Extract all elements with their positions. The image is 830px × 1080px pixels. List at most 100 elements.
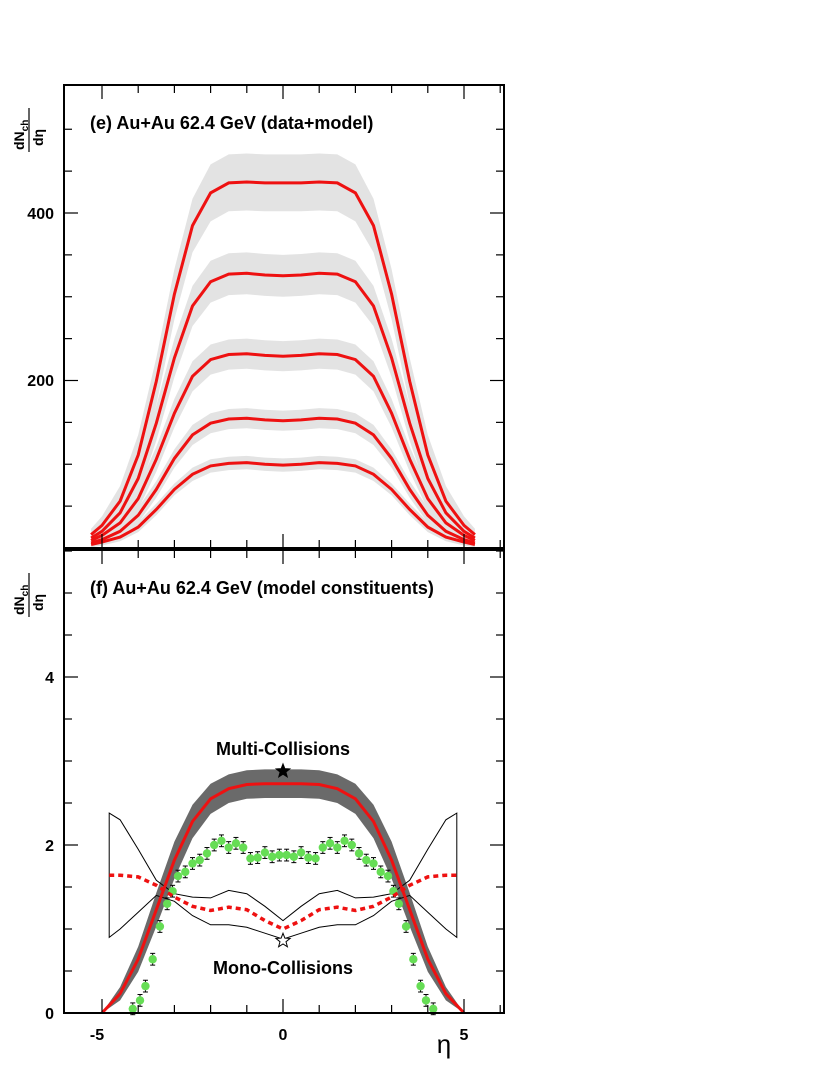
data-point-marker bbox=[296, 848, 306, 857]
data-point bbox=[409, 952, 418, 966]
data-point bbox=[325, 836, 335, 850]
centrality-curve bbox=[90, 416, 476, 545]
data-point bbox=[354, 847, 364, 860]
data-point-marker bbox=[347, 840, 356, 850]
data-point bbox=[311, 852, 320, 865]
data-point-marker bbox=[340, 836, 349, 845]
data-point-marker bbox=[401, 922, 411, 931]
data-point-marker bbox=[238, 843, 248, 852]
data-point bbox=[421, 994, 431, 1007]
data-point-marker bbox=[376, 867, 385, 877]
data-point bbox=[362, 853, 371, 867]
data-point bbox=[340, 834, 349, 848]
panel-f-frame bbox=[63, 549, 505, 1014]
data-point bbox=[155, 920, 165, 933]
data-point bbox=[246, 852, 255, 865]
data-point bbox=[210, 838, 219, 852]
data-point-marker bbox=[318, 843, 328, 852]
multi-collisions-curve bbox=[100, 782, 466, 1015]
data-point-marker bbox=[173, 871, 183, 881]
multi-collisions-star-marker bbox=[274, 762, 292, 778]
data-point bbox=[333, 841, 342, 854]
panel-f-y-axis-label: dNch dη bbox=[11, 573, 46, 617]
mono-collisions-star-marker bbox=[274, 931, 292, 948]
data-point-marker bbox=[325, 839, 335, 848]
panel-e-frame bbox=[63, 84, 505, 549]
data-point-marker bbox=[246, 854, 255, 863]
data-point-marker bbox=[267, 852, 277, 861]
data-point-marker bbox=[155, 922, 165, 931]
data-point-marker bbox=[253, 853, 262, 862]
panel-e-y-axis-label: dNch dη bbox=[11, 108, 46, 152]
data-point bbox=[318, 841, 328, 854]
data-point-marker bbox=[135, 996, 145, 1005]
data-point bbox=[275, 848, 284, 862]
panel-e-ytick-400: 400 bbox=[27, 206, 54, 223]
x-axis-label-eta: η bbox=[437, 1029, 451, 1059]
data-point-marker bbox=[421, 996, 431, 1005]
panel-e: dNch dη (e) Au+Au 62.4 GeV (data+model) … bbox=[11, 84, 505, 549]
data-point bbox=[383, 869, 393, 883]
data-point-marker bbox=[429, 1004, 438, 1013]
data-point bbox=[181, 865, 190, 879]
panel-f-title: (f) Au+Au 62.4 GeV (model constituents) bbox=[90, 578, 434, 598]
data-point bbox=[376, 865, 385, 879]
panel-e-ylabel-denominator: dη bbox=[30, 129, 46, 146]
data-point-marker bbox=[231, 839, 241, 848]
data-point bbox=[347, 838, 356, 852]
panel-e-uncertainty-bands bbox=[91, 153, 475, 548]
multi-collisions-label: Multi-Collisions bbox=[216, 739, 350, 759]
data-point-marker bbox=[362, 855, 371, 865]
data-point-marker bbox=[354, 849, 364, 858]
panel-f-tick-marks bbox=[64, 550, 504, 1014]
data-point-marker bbox=[181, 867, 190, 877]
centrality-curve bbox=[90, 271, 476, 540]
data-point-marker bbox=[195, 855, 204, 865]
data-point bbox=[238, 841, 248, 854]
data-point-marker bbox=[311, 854, 320, 863]
data-point bbox=[224, 841, 233, 854]
data-point-marker bbox=[141, 981, 150, 991]
data-point bbox=[282, 848, 291, 862]
data-point-marker bbox=[289, 852, 299, 861]
mono-collisions-label: Mono-Collisions bbox=[213, 958, 353, 978]
data-point-marker bbox=[282, 850, 291, 860]
data-point bbox=[416, 979, 425, 993]
data-point bbox=[267, 850, 277, 864]
xtick-5: 5 bbox=[460, 1027, 469, 1044]
data-point-marker bbox=[369, 859, 378, 868]
data-point bbox=[148, 952, 157, 966]
data-point bbox=[304, 851, 313, 864]
panel-f-ylabel-numerator: dNch bbox=[11, 585, 31, 615]
panel-e-tick-marks bbox=[64, 85, 504, 549]
panel-f-ytick-0: 0 bbox=[45, 1006, 54, 1023]
data-point bbox=[202, 847, 212, 860]
data-point bbox=[369, 857, 378, 870]
data-point bbox=[296, 846, 306, 859]
data-point bbox=[289, 850, 299, 864]
centrality-curve bbox=[90, 461, 476, 547]
panel-f: dNch dη (f) Au+Au 62.4 GeV (model consti… bbox=[11, 549, 505, 1059]
data-point-marker bbox=[128, 1004, 137, 1013]
centrality-curve bbox=[90, 180, 476, 536]
data-point bbox=[217, 834, 226, 848]
data-point-marker bbox=[217, 836, 226, 845]
panel-e-ytick-200: 200 bbox=[27, 373, 54, 390]
panel-f-ytick-4: 4 bbox=[45, 670, 54, 687]
panel-e-title: (e) Au+Au 62.4 GeV (data+model) bbox=[90, 113, 373, 133]
data-point-marker bbox=[394, 899, 404, 908]
data-point-marker bbox=[224, 843, 233, 852]
xtick--5: -5 bbox=[90, 1027, 104, 1044]
data-point-marker bbox=[148, 955, 157, 964]
data-point-marker bbox=[275, 850, 284, 860]
data-point bbox=[188, 857, 197, 870]
data-point bbox=[231, 836, 241, 850]
data-point bbox=[195, 853, 204, 867]
data-point-marker bbox=[304, 853, 313, 862]
data-point-marker bbox=[416, 981, 425, 991]
panel-f-ylabel-denominator: dη bbox=[30, 594, 46, 611]
data-point-marker bbox=[210, 840, 219, 850]
panel-f-plot-area bbox=[100, 762, 466, 1016]
xtick-0: 0 bbox=[279, 1027, 288, 1044]
data-point-marker bbox=[383, 871, 393, 881]
